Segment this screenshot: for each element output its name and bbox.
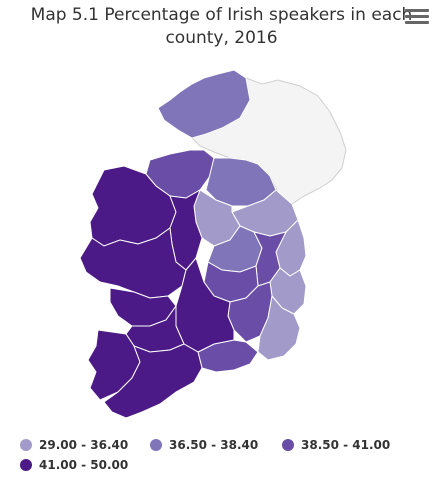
legend-label: 36.50 - 38.40 xyxy=(169,438,259,452)
legend-item-band2[interactable]: 36.50 - 38.40 xyxy=(150,438,258,452)
map-title-line1: Map 5.1 Percentage of Irish speakers in … xyxy=(30,5,413,25)
legend-item-band3[interactable]: 38.50 - 41.00 xyxy=(282,438,390,452)
county-wexford xyxy=(257,294,301,361)
legend-label: 38.50 - 41.00 xyxy=(301,438,391,452)
legend-swatch xyxy=(150,439,162,451)
county-donegal xyxy=(157,69,251,139)
legend-item-band1[interactable]: 29.00 - 36.40 xyxy=(20,438,128,452)
hamburger-menu-icon[interactable] xyxy=(405,9,429,27)
legend-swatch xyxy=(282,439,294,451)
legend-label: 41.00 - 50.00 xyxy=(39,458,129,472)
map-title: Map 5.1 Percentage of Irish speakers in … xyxy=(0,4,443,50)
county-cork xyxy=(103,343,203,419)
map-title-line2: county, 2016 xyxy=(165,28,278,48)
legend-swatch xyxy=(20,439,32,451)
legend-item-band4[interactable]: 41.00 - 50.00 xyxy=(20,458,128,472)
legend-swatch xyxy=(20,459,32,471)
legend-label: 29.00 - 36.40 xyxy=(39,438,129,452)
